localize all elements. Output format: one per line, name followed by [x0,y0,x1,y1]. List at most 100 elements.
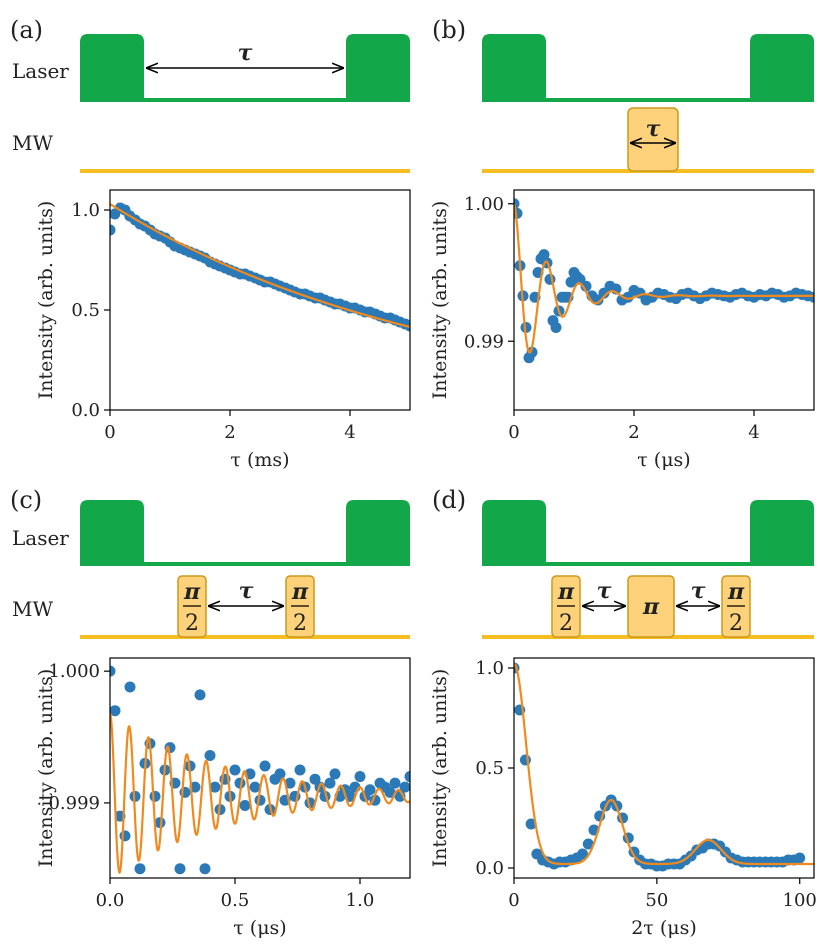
y-tick-label: 0.99 [464,331,504,352]
pulse-sequence-b: τ [482,34,814,173]
x-axis-label: τ (ms) [230,449,289,471]
data-point [580,280,592,292]
y-tick-label: 1.0 [71,200,100,221]
tau-label-d2: τ [691,578,706,604]
pulse-sequence-a: τ [80,34,410,173]
x-tick-label: 2 [224,422,235,443]
data-point [582,838,594,850]
y-tick-label: 0.0 [71,400,100,421]
x-axis-label: 2τ (μs) [631,917,697,939]
x-tick-label: 0 [508,422,519,443]
pi-den-d3: 2 [729,611,743,636]
laser-baseline-b [482,98,814,102]
data-point [538,249,550,261]
laser-label-a: Laser [12,59,69,83]
y-tick-label: 0.5 [71,300,100,321]
data-point [119,830,131,842]
y-tick-label: 0.0 [475,858,504,879]
data-point [110,224,116,236]
data-point [110,665,116,677]
data-point [229,764,241,776]
tau-label-a: τ [238,40,253,66]
pi-num-c2: π [291,579,309,605]
data-point [389,777,401,789]
fit-line-b [514,203,814,354]
laser-pulse-c2 [346,500,410,566]
data-point [324,777,336,789]
laser-baseline-d [482,562,814,566]
x-tick-label: 0.0 [96,890,125,911]
data-point [209,781,221,793]
pi-den-c2: 2 [293,611,307,636]
data-point [808,291,814,303]
y-axis-label: Intensity (arb. units) [429,201,451,400]
laser-pulse-d1 [482,500,546,566]
y-tick-label: 1.0 [475,658,504,679]
plot-frame-a [109,189,411,411]
plot-frame-c [109,657,411,879]
pulse-sequence-c: π 2 π 2 τ [80,500,410,639]
x-tick-label: 0.5 [221,890,250,911]
data-point [239,800,251,812]
mw-label-a: MW [12,131,53,155]
pi-den-d1: 2 [559,611,573,636]
data-point [294,764,306,776]
pi-label-d2: π [642,594,660,620]
laser-pulse-b2 [750,34,814,102]
mw-label-c: MW [12,597,53,621]
laser-pulse-a1 [80,34,144,102]
pi-den-c1: 2 [185,611,199,636]
pi-num-d1: π [557,579,575,605]
chart-c: 0.0 0.5 1.0 0.999 1.000 τ (μs) Intensity (arb.… [35,657,411,939]
data-point [519,754,531,766]
chart-d: 0 50 100 0.0 0.5 1.0 2τ (μs) Intensity (arb. un… [429,657,817,939]
tau-label-c: τ [239,578,254,604]
panel-label-d: (d) [432,486,466,514]
panel-label-a: (a) [10,16,43,44]
mw-pulse-d2 [627,575,675,638]
x-tick-label: 0 [508,890,519,911]
data-point [525,818,537,830]
data-point [194,689,206,701]
data-point [249,781,261,793]
chart-b: 0 2 4 0.99 1.00 τ (μs) Intensity (arb. units) [429,189,815,471]
y-axis-label: Intensity (arb. units) [429,669,451,868]
data-point [329,768,341,780]
data-point [149,790,161,802]
pulse-sequence-d: π 2 π π 2 τ τ [482,500,814,639]
data-point [526,346,538,358]
x-tick-label: 4 [344,422,355,443]
pi-num-d3: π [727,579,745,605]
y-tick-label: 0.5 [475,758,504,779]
data-points-b [514,198,814,364]
y-tick-label: 1.000 [48,661,100,682]
tau-label-d1: τ [597,578,612,604]
y-axis-label: Intensity (arb. units) [35,201,57,400]
data-point [404,771,410,783]
x-tick-label: 0 [104,422,115,443]
y-tick-label: 1.00 [464,194,504,215]
data-point [794,852,806,864]
data-point [110,705,121,717]
panel-label-b: (b) [432,16,466,44]
data-point [354,771,366,783]
laser-pulse-c1 [80,500,144,566]
laser-pulse-d2 [750,500,814,566]
plot-frame-d [513,657,815,879]
x-axis-label: τ (μs) [233,917,286,939]
data-point [259,760,271,772]
laser-baseline-c [80,562,410,566]
pi-num-c1: π [183,579,201,605]
x-tick-label: 2 [628,422,639,443]
tau-label-b: τ [646,116,661,142]
laser-pulse-b1 [482,34,546,102]
fit-line-a [110,203,410,329]
laser-label-c: Laser [12,526,69,550]
fit-line-c [110,712,410,875]
fit-line-d [514,662,814,866]
chart-a: 0 2 4 0.0 0.5 1.0 τ (ms) Intensity (arb. units) [35,189,411,471]
x-tick-label: 1.0 [346,890,375,911]
data-point [364,784,376,796]
laser-pulse-a2 [346,34,410,102]
